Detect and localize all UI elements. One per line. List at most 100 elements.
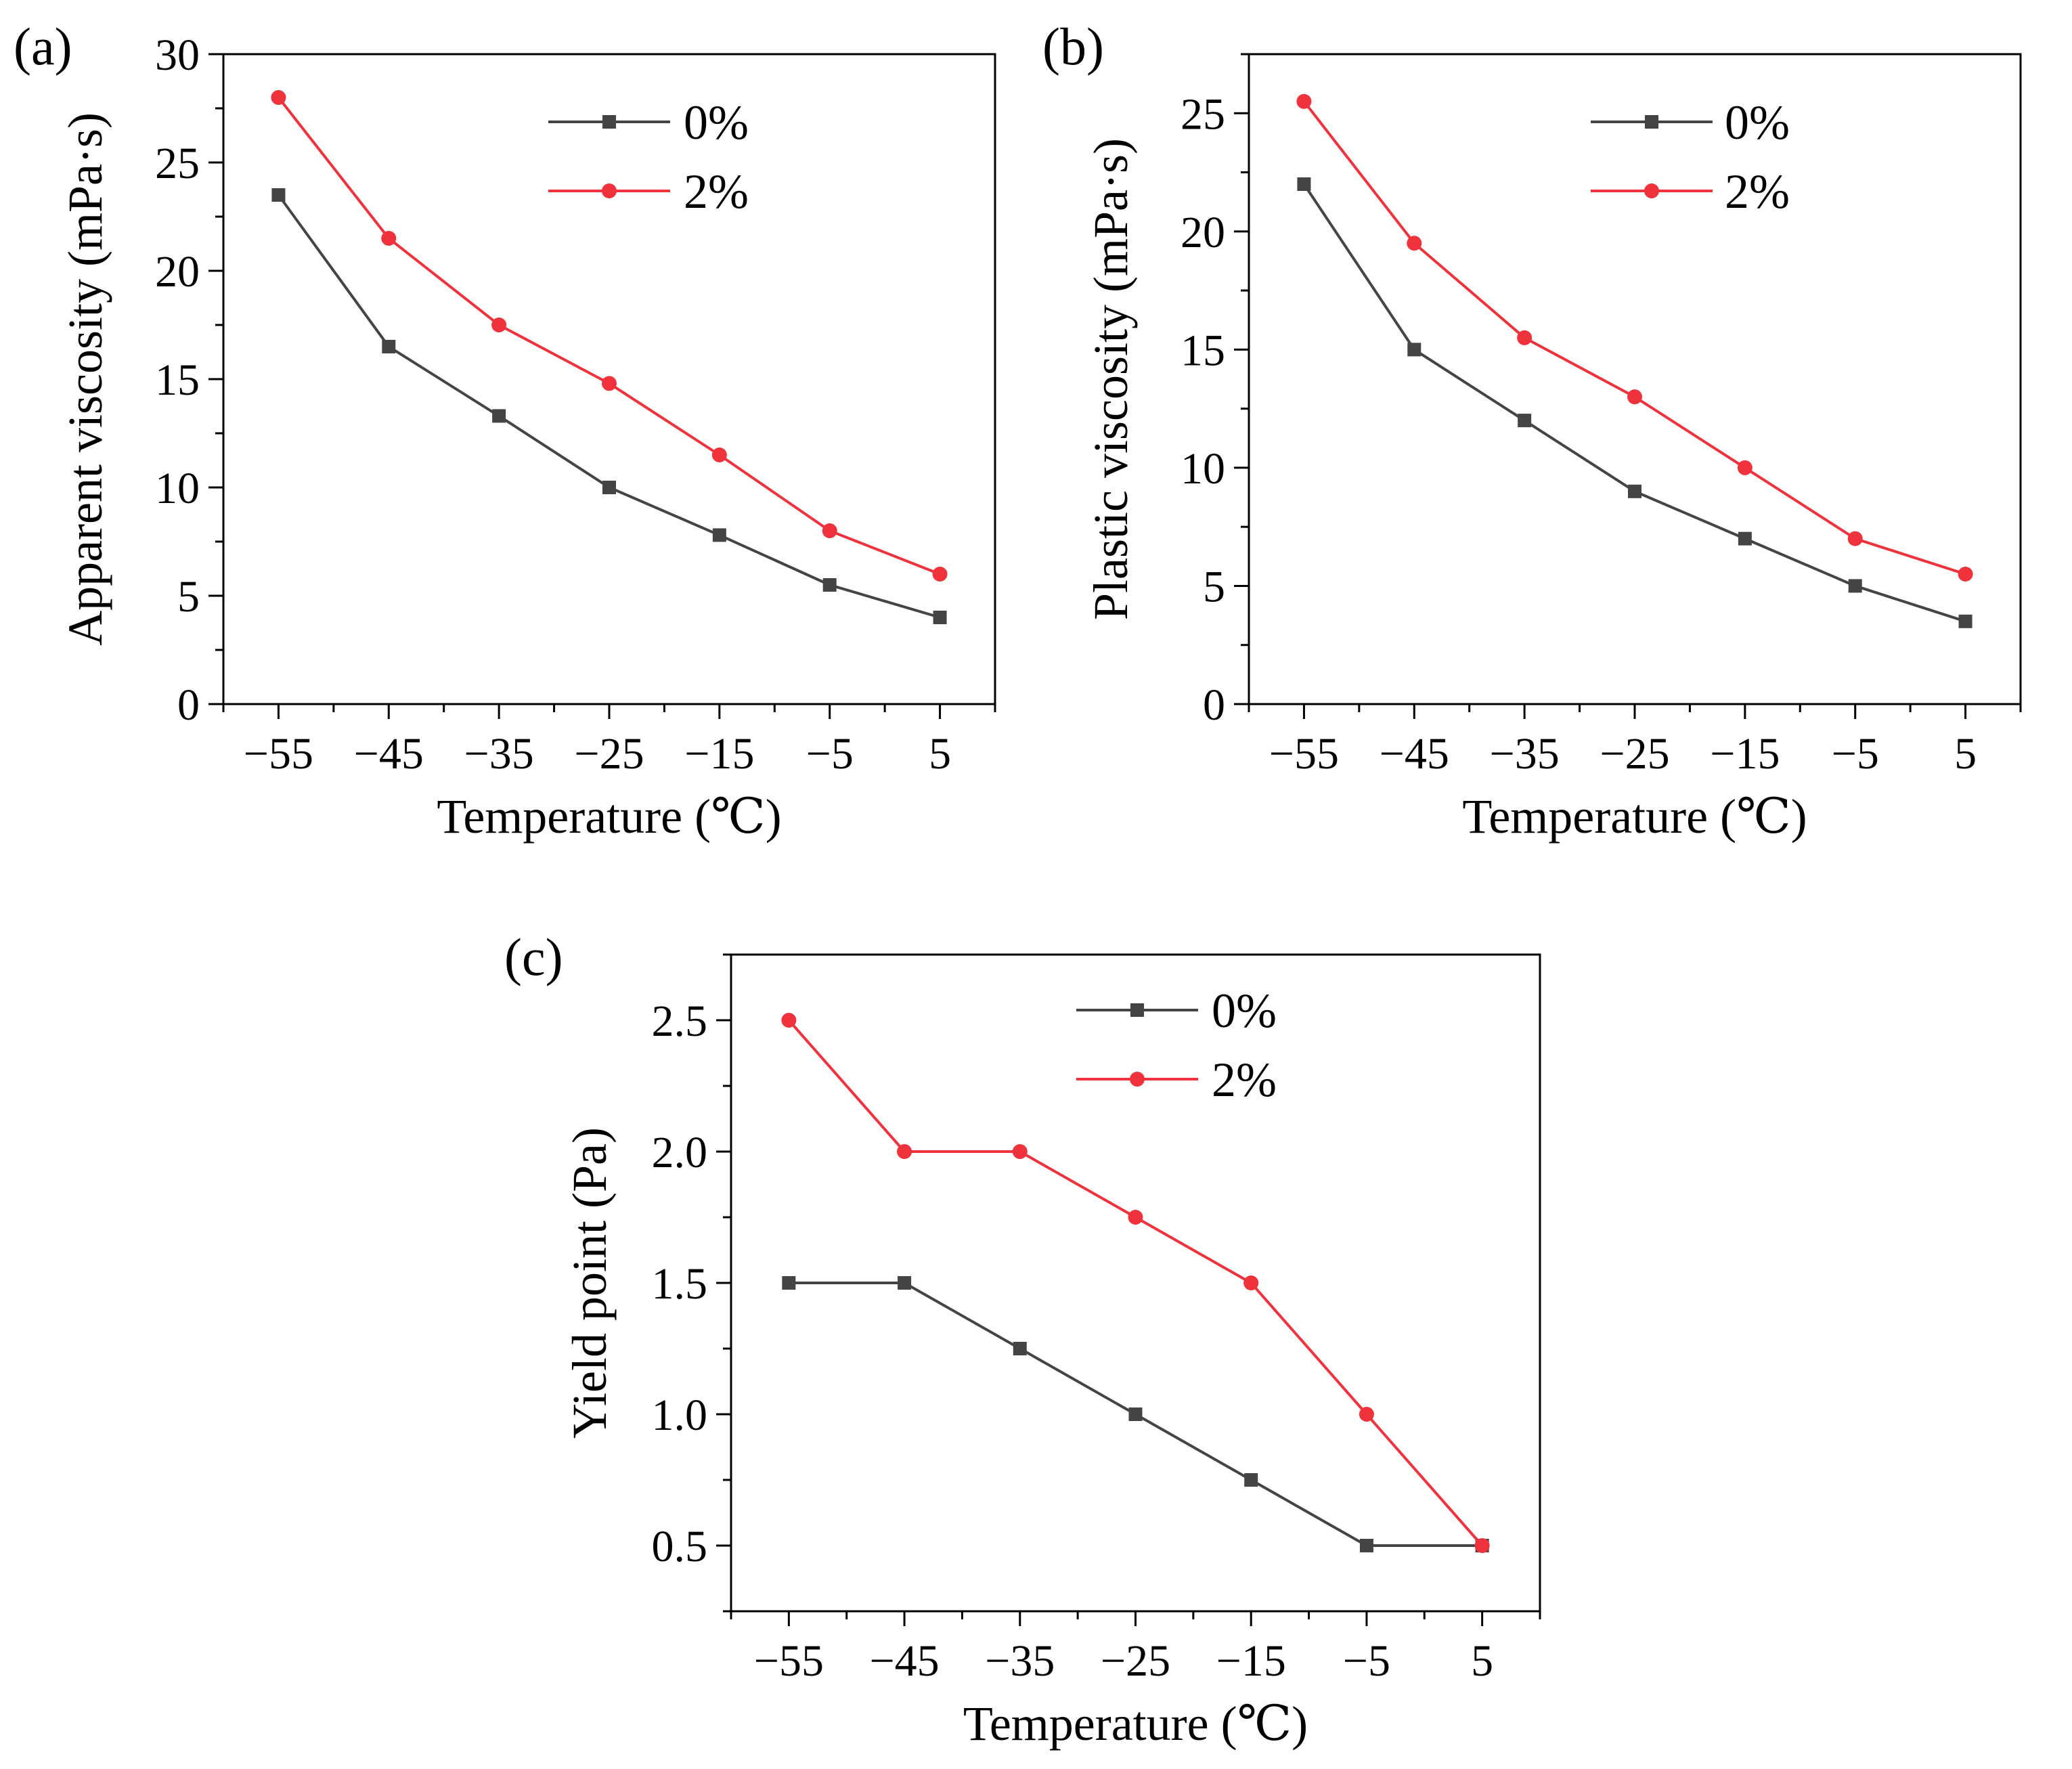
data-point [271,90,286,105]
x-tick-label: 5 [1954,729,1977,779]
data-point [1407,343,1421,357]
data-point [1128,1210,1143,1225]
data-point [1847,531,1863,546]
data-point [1848,579,1862,593]
y-tick-label: 1.5 [652,1259,708,1309]
y-tick-label: 0 [177,680,200,730]
x-tick-label: −45 [354,729,424,779]
y-tick-label: 15 [1181,326,1225,375]
data-point [1296,93,1312,109]
legend-marker [602,183,617,198]
x-tick-label: −25 [1101,1636,1170,1686]
x-axis-title: Temperature (℃) [963,1697,1308,1751]
x-tick-label: −35 [1490,729,1560,779]
data-point [932,567,948,582]
data-point [712,528,726,542]
data-point [1012,1144,1028,1159]
legend-marker [1130,1072,1145,1087]
y-axis-title: Plastic viscosity (mPa·s) [1084,138,1138,620]
y-axis-title: Apparent viscosity (mPa·s) [58,112,112,646]
series-line-2pct [277,96,941,575]
data-point [897,1144,912,1159]
x-tick-label: −45 [869,1636,939,1686]
legend: 0%2% [1591,95,1790,219]
legend: 0%2% [1076,984,1277,1107]
x-tick-label: −45 [1380,729,1449,779]
chart-panel-a: (a)−55 −45 −35 −25 −15 −5 5051015202530Tempera… [14,17,996,844]
data-point [782,1276,796,1290]
legend-marker [602,115,616,129]
data-point [1244,1473,1258,1487]
x-tick-label: 5 [929,729,951,779]
y-tick-label: 1.0 [652,1391,708,1440]
y-tick-label: 15 [155,355,200,405]
x-tick-label: −15 [1710,729,1780,779]
x-tick-label: −15 [1216,1636,1286,1686]
panel-label: (c) [504,927,563,986]
y-tick-label: 30 [155,30,200,80]
data-point [1738,531,1752,546]
data-point [822,578,837,592]
chart-panel-c: (c)−55 −45 −35 −25 −15 −5 50.51.01.52.02.5Temp… [504,927,1541,1751]
y-tick-label: 2.5 [652,997,708,1046]
x-tick-label: −5 [1343,1636,1390,1686]
data-point [602,376,617,391]
x-tick-label: −5 [1832,729,1879,779]
x-axis-title: Temperature (℃) [437,789,781,844]
y-tick-label: 5 [1203,562,1225,611]
data-point [1627,389,1642,405]
y-axis-title: Yield point (Pa) [563,1127,617,1439]
panel-label: (b) [1042,17,1104,76]
plot-frame [1248,53,2022,705]
data-point [898,1276,912,1290]
x-tick-label: −5 [806,729,854,779]
y-tick-label: 5 [177,572,200,621]
legend-label: 0% [1212,984,1277,1038]
data-point [1243,1275,1259,1290]
data-point [1517,330,1533,345]
x-tick-label: −25 [1600,729,1669,779]
x-tick-label: −55 [754,1636,824,1686]
data-point [1359,1407,1374,1422]
data-point [933,611,947,624]
y-tick-label: 20 [155,247,200,297]
data-point [381,231,397,246]
data-point [1958,567,1973,582]
data-point [1474,1538,1490,1553]
legend-marker [1130,1003,1144,1017]
data-point [781,1013,797,1028]
x-tick-label: −15 [684,729,754,779]
legend-label: 0% [1725,95,1790,150]
data-point [1958,614,1972,628]
y-tick-label: 0 [1203,680,1225,730]
y-tick-label: 20 [1181,208,1225,257]
legend-label: 2% [1725,165,1790,219]
y-tick-label: 10 [1181,444,1225,494]
y-tick-label: 25 [155,139,200,188]
data-point [822,523,837,538]
x-tick-label: −35 [985,1636,1055,1686]
data-point [602,481,616,494]
legend-marker [1644,183,1659,198]
series-line-2pct [1302,100,1966,575]
data-point [1628,484,1641,498]
data-point [1518,414,1532,428]
legend-label: 2% [1212,1053,1277,1107]
data-point [1128,1407,1143,1421]
x-tick-label: −25 [574,729,644,779]
x-tick-label: 5 [1471,1636,1493,1686]
x-tick-label: −35 [464,729,534,779]
data-point [492,409,506,423]
chart-panel-b: (b)−55 −45 −35 −25 −15 −5 50510152025Temperatu… [1042,17,2022,844]
data-point [1407,236,1422,251]
data-point [1737,460,1753,475]
x-axis-title: Temperature (℃) [1462,789,1807,844]
y-tick-label: 0.5 [652,1522,708,1571]
panel-label: (a) [14,17,72,76]
x-tick-label: −55 [1269,729,1339,779]
y-tick-label: 25 [1181,89,1225,139]
legend: 0%2% [548,95,749,219]
y-tick-label: 10 [155,464,200,513]
x-tick-label: −55 [244,729,313,779]
